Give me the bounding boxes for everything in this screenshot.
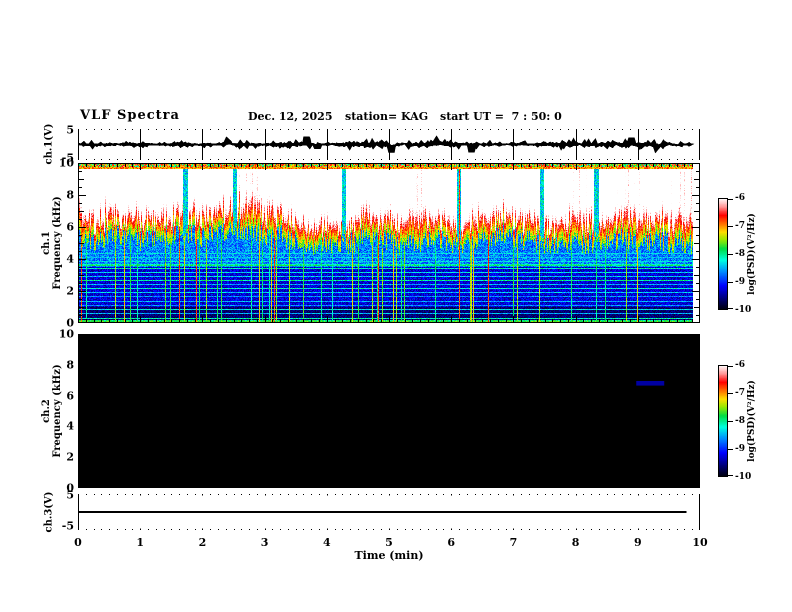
ch3-voltage-panel: [78, 494, 700, 530]
ch1-axis-label-line2: Frequency (kHz): [52, 196, 63, 290]
ch1-voltage-panel: [78, 129, 700, 160]
ch1-freq-tick-label: 6: [66, 220, 74, 234]
ch2-freq-tick-label: 4: [66, 419, 74, 433]
station-label: station= KAG: [345, 110, 429, 123]
ch1-freq-tick-label: 10: [58, 156, 74, 170]
time-tick-label: 9: [633, 536, 642, 549]
ch1-spectrogram-panel: [78, 163, 700, 323]
colorbar-ch1: [718, 198, 734, 310]
colorbar2-unit-label: log(PSD)(V²/Hz): [747, 380, 757, 462]
ch2-axis-label-line2: Frequency (kHz): [52, 364, 63, 458]
ch2-frequency-axis-label: ch.2 Frequency (kHz): [41, 364, 63, 457]
colorbar1-unit-label: log(PSD)(V²/Hz): [747, 213, 757, 295]
time-tick-label: 10: [692, 536, 708, 549]
ch2-freq-tick-label: 0: [66, 481, 74, 495]
time-tick-label: 0: [74, 536, 82, 549]
ch2-spectrogram-panel: [78, 334, 700, 488]
ch3-volt-tick-label: 5: [66, 488, 74, 502]
ch1-freq-tick-label: 8: [66, 188, 74, 202]
colorbar-tick-label: -6: [735, 193, 745, 203]
time-tick-label: 1: [136, 536, 145, 549]
ch1-volt-tick-label: -5: [61, 151, 74, 165]
start-ut-label: start UT = 7 : 50: 0: [440, 110, 562, 123]
ch1-freq-tick-label: 2: [66, 284, 74, 298]
date-label: Dec. 12, 2025: [248, 110, 333, 123]
ch1-freq-tick-label: 4: [66, 252, 74, 266]
time-tick-label: 3: [260, 536, 269, 549]
ch2-axis-label-line1: ch.2: [41, 399, 52, 423]
time-tick-label: 7: [509, 536, 518, 549]
ch3-volt-tick-label: -5: [61, 519, 74, 533]
colorbar-tick-label: -8: [735, 416, 745, 426]
colorbar-tick-label: -8: [735, 249, 745, 259]
ch1-freq-tick-label: 0: [66, 316, 74, 330]
colorbar-tick-label: -7: [735, 221, 745, 231]
ch2-freq-tick-label: 6: [66, 389, 74, 403]
ch2-freq-tick-label: 2: [66, 450, 74, 464]
time-tick-label: 5: [385, 536, 393, 549]
ch1-axis-label-line1: ch.1: [41, 231, 52, 255]
time-tick-label: 4: [322, 536, 331, 549]
colorbar-tick-label: -10: [735, 305, 752, 315]
ch2-freq-tick-label: 8: [66, 358, 74, 372]
ch1-frequency-axis-label: ch.1 Frequency (kHz): [41, 196, 63, 289]
colorbar-tick-label: -9: [735, 444, 745, 454]
colorbar-tick-label: -9: [735, 277, 745, 287]
ch2-freq-tick-label: 10: [58, 327, 74, 341]
colorbar-ch2: [718, 365, 734, 477]
colorbar-tick-label: -6: [735, 360, 745, 370]
ch1-volt-tick-label: 5: [66, 123, 74, 137]
colorbar-tick-label: -7: [735, 388, 745, 398]
time-axis-label: Time (min): [354, 549, 424, 562]
colorbar-tick-label: -10: [735, 472, 752, 482]
time-tick-label: 2: [198, 536, 207, 549]
plot-title: VLF Spectra: [80, 108, 180, 123]
time-tick-label: 8: [571, 536, 580, 549]
time-tick-label: 6: [447, 536, 456, 549]
